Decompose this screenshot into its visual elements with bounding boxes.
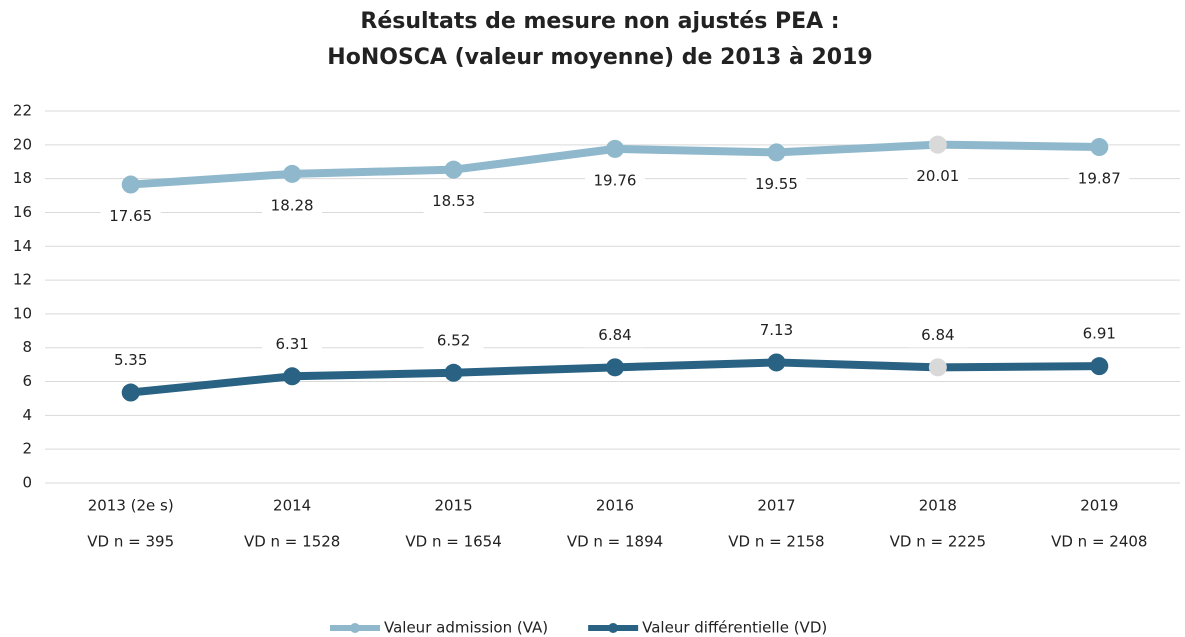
data-label: 18.53	[432, 192, 475, 210]
label-background	[907, 164, 968, 189]
data-label: 18.28	[271, 196, 314, 214]
label-background	[1069, 322, 1130, 347]
label-background	[100, 204, 161, 229]
label-background	[746, 318, 807, 343]
data-point	[928, 358, 947, 377]
legend-marker	[350, 623, 360, 633]
data-point	[444, 363, 463, 382]
label-background	[585, 323, 645, 348]
data-label: 19.76	[594, 171, 637, 189]
x-tick-label: 2019	[1080, 497, 1118, 515]
x-tick-label: 2018	[919, 497, 957, 515]
x-tick-label: 2016	[596, 497, 634, 515]
data-point	[767, 353, 786, 372]
y-tick-label: 4	[22, 406, 32, 424]
x-count-label: VD n = 2158	[728, 533, 824, 551]
data-point	[767, 143, 786, 162]
legend-marker	[608, 623, 619, 633]
data-label: 6.52	[437, 331, 470, 349]
data-label: 7.13	[760, 321, 793, 339]
y-tick-label: 8	[22, 338, 32, 356]
data-label: 17.65	[109, 207, 152, 225]
data-point	[1090, 138, 1109, 157]
data-point	[928, 135, 947, 154]
data-point	[283, 164, 302, 183]
data-point	[121, 175, 140, 194]
data-point	[606, 139, 624, 158]
y-tick-label: 6	[22, 372, 32, 390]
label-background	[262, 193, 323, 218]
label-background	[262, 332, 323, 357]
label-background	[907, 323, 968, 348]
label-background	[100, 348, 161, 373]
x-tick-label: 2017	[757, 497, 795, 515]
x-count-label: VD n = 1894	[567, 533, 663, 551]
data-label: 19.55	[755, 175, 798, 193]
x-tick-label: 2015	[434, 497, 472, 515]
data-point	[1090, 357, 1109, 376]
data-label: 6.84	[921, 326, 954, 344]
y-tick-label: 22	[13, 102, 32, 120]
y-tick-label: 2	[22, 440, 32, 458]
chart-title: Résultats de mesure non ajustés PEA :	[360, 9, 839, 34]
y-tick-label: 10	[13, 304, 32, 322]
x-count-label: VD n = 1528	[244, 533, 340, 551]
data-point	[121, 383, 140, 402]
x-count-label: VD n = 2408	[1051, 533, 1147, 551]
y-tick-label: 18	[13, 169, 32, 187]
x-tick-label: 2013 (2e s)	[88, 497, 174, 515]
data-label: 6.84	[598, 326, 631, 344]
data-point	[606, 358, 624, 377]
x-count-label: VD n = 395	[87, 533, 174, 551]
data-label: 6.31	[275, 335, 308, 353]
data-point	[283, 367, 302, 386]
label-background	[585, 168, 645, 193]
y-tick-label: 12	[13, 271, 32, 289]
label-background	[423, 328, 484, 353]
y-tick-label: 0	[22, 474, 32, 492]
label-background	[423, 189, 484, 214]
data-label: 20.01	[916, 167, 959, 185]
x-count-label: VD n = 2225	[890, 533, 986, 551]
x-tick-label: 2014	[273, 497, 311, 515]
y-tick-label: 16	[13, 203, 32, 221]
y-tick-label: 20	[13, 135, 32, 153]
data-label: 6.91	[1083, 325, 1116, 343]
legend-label: Valeur différentielle (VD)	[642, 619, 827, 637]
y-tick-label: 14	[13, 237, 32, 255]
chart-title: HoNOSCA (valeur moyenne) de 2013 à 2019	[327, 45, 872, 70]
data-point	[444, 160, 463, 179]
data-label: 19.87	[1078, 170, 1121, 188]
label-background	[746, 172, 807, 197]
x-count-label: VD n = 1654	[405, 533, 501, 551]
data-label: 5.35	[114, 351, 147, 369]
label-background	[1069, 167, 1130, 192]
legend-label: Valeur admission (VA)	[384, 619, 548, 637]
